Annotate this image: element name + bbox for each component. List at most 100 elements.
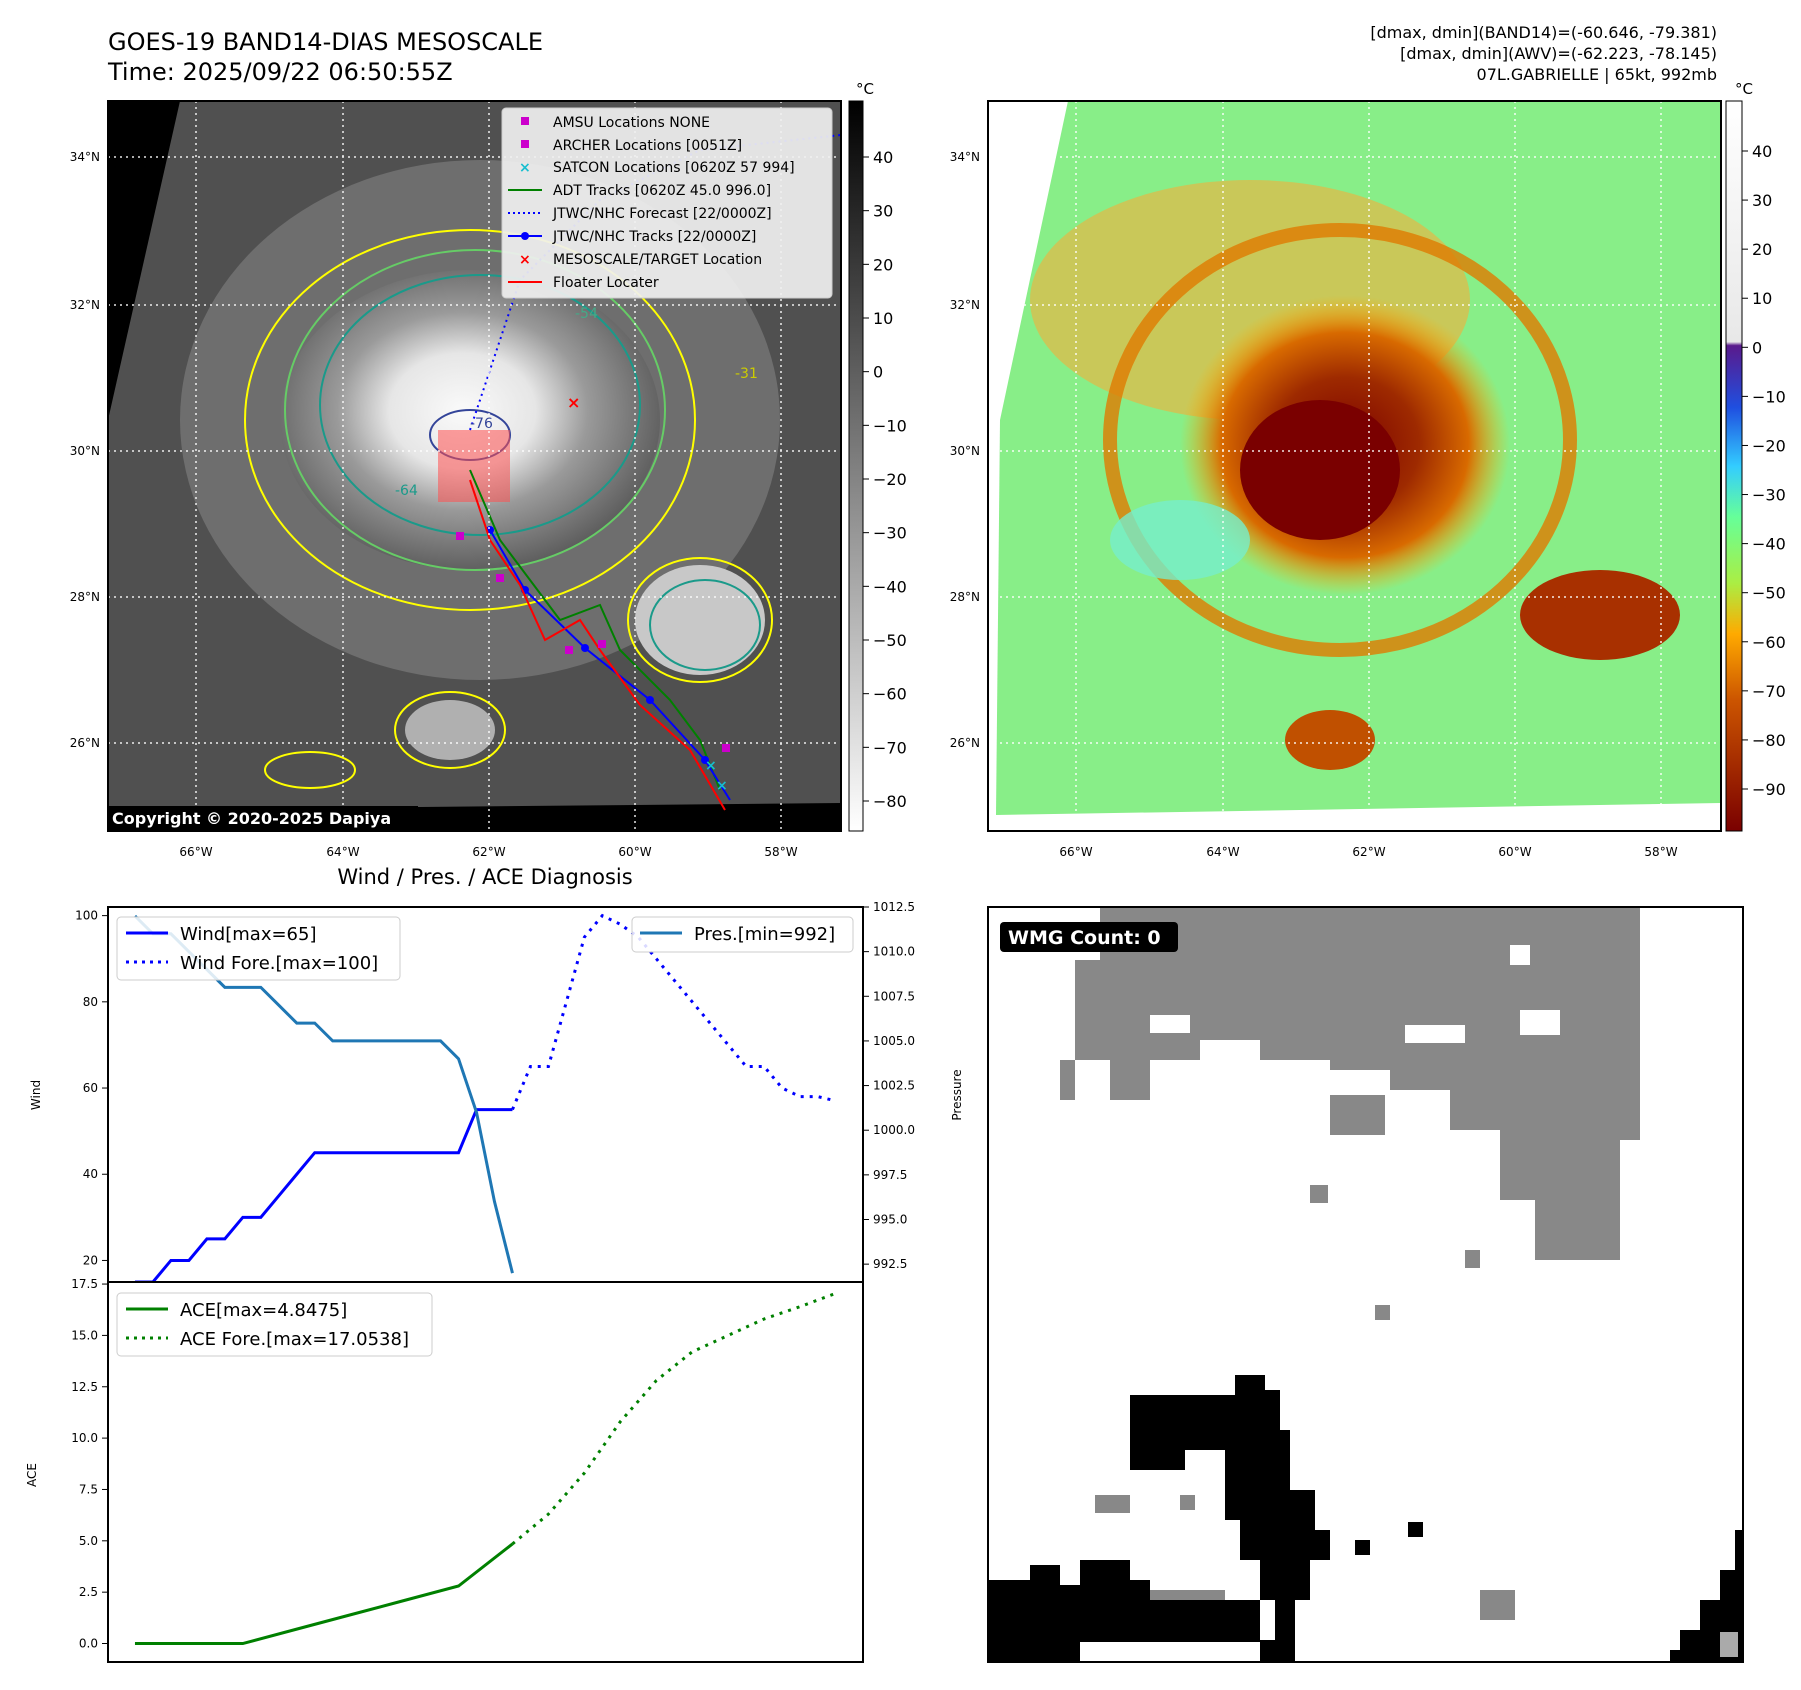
wind-tick-label: 40 (83, 1167, 98, 1181)
stats-line2: [dmax, dmin](AWV)=(-62.223, -78.145) (1400, 44, 1717, 63)
wmg-black-regions (988, 1375, 1743, 1662)
legend-nhc-dot (521, 232, 529, 240)
stats-line3: 07L.GABRIELLE | 65kt, 992mb (1477, 65, 1717, 84)
ace-tick-label: 15.0 (71, 1328, 98, 1342)
lat-label: 32°N (950, 298, 980, 312)
colorbar-tick-label: 0 (1752, 338, 1762, 357)
wind-tick-label: 100 (75, 909, 98, 923)
lat-label: 30°N (70, 444, 100, 458)
pressure-tick-label: 997.5 (873, 1168, 907, 1182)
lon-label: 64°W (326, 845, 359, 859)
wmg-gray-corner (1720, 1632, 1738, 1657)
colorbar-tick-label: −10 (1752, 387, 1786, 406)
contour-64 (319, 274, 641, 536)
awv-south-cell (1285, 710, 1375, 770)
ace-ylabel: ACE (25, 1463, 39, 1487)
lon-label: 62°W (472, 845, 505, 859)
awv-gridlines (988, 101, 1721, 831)
colorbar-tick-label: 20 (1752, 240, 1772, 259)
colorbar-tick-label: 30 (873, 202, 893, 221)
ace-plot-area (134, 1291, 837, 1646)
lat-label: 26°N (950, 736, 980, 750)
lat-label: 34°N (70, 150, 100, 164)
awv-colorbar-ticks: 40 30 20 10 0 −10 −20 −30 −40 −50 −60 −70 −80 −90 (1742, 142, 1786, 799)
colorbar-tick-label: −20 (873, 470, 907, 489)
ace-ticks: 17.5 15.0 12.5 10.0 7.5 5.0 2.5 0.0 (71, 1277, 108, 1651)
wind-ylabel: Wind (29, 1080, 43, 1110)
colorbar-tick-label: −60 (1752, 633, 1786, 652)
floater-track (469, 479, 726, 811)
ace-tick-label: 0.0 (79, 1637, 98, 1651)
colorbar-tick-label: 20 (873, 255, 893, 274)
awv-storm-center (1240, 400, 1400, 540)
contour-54 (284, 249, 666, 571)
pressure-right-ticks: 1012.5 1010.0 1007.5 1005.0 1002.5 1000.0 997.… (863, 900, 915, 1271)
ir-storm-core (280, 270, 660, 570)
ir-map-panel: × × × -31 -54 -64 -76 Copyright © (70, 100, 842, 859)
awv-colorbar-unit: °C (1735, 80, 1753, 98)
awv-lon-labels: 66°W 64°W 62°W 60°W 58°W (1059, 845, 1677, 859)
nhc-track-point (581, 644, 589, 652)
archer-marker (456, 532, 464, 540)
colorbar-tick-label: −50 (873, 631, 907, 650)
contour-54-east (649, 579, 761, 671)
wind-tick-label: 80 (83, 995, 98, 1009)
wind-panel: 100 80 60 40 20 1012.5 1010.0 1007.5 1005.0 1002… (29, 900, 964, 1284)
wind-legend: Wind[max=65] Wind Fore.[max=100] (116, 916, 401, 981)
contour-label: -54 (575, 306, 598, 322)
wmg-badge (1000, 922, 1178, 952)
figure-title-line2: Time: 2025/09/22 06:50:55Z (107, 58, 453, 86)
archer-marker (565, 646, 573, 654)
legend-satcon-label: SATCON Locations [0620Z 57 994] (553, 160, 795, 176)
colorbar-tick-label: −70 (873, 738, 907, 757)
wmg-badge-text: WMG Count: 0 (1008, 927, 1161, 949)
satcon-marker: × (705, 758, 717, 774)
stats-line1: [dmax, dmin](BAND14)=(-60.646, -79.381) (1370, 23, 1717, 42)
wind-tick-label: 60 (83, 1081, 98, 1095)
lon-label: 58°W (764, 845, 797, 859)
wind-series-line (134, 1108, 513, 1284)
ace-tick-label: 17.5 (71, 1277, 98, 1291)
colorbar-tick-label: −10 (873, 416, 907, 435)
pressure-tick-label: 1002.5 (873, 1079, 915, 1093)
colorbar-tick-label: 40 (1752, 142, 1772, 161)
colorbar-tick-label: −80 (1752, 731, 1786, 750)
awv-colorbar: °C 40 30 20 10 0 −10 −20 −30 −40 −50 −60 −70 −80 −90 (1725, 80, 1786, 832)
ir-secondary-cell (635, 565, 765, 675)
contour-31 (244, 229, 696, 611)
colorbar-tick-label: −30 (873, 524, 907, 543)
colorbar-tick-label: −40 (873, 577, 907, 596)
map-legend: AMSU Locations NONE ARCHER Locations [00… (501, 107, 833, 299)
legend-target-label: MESOSCALE/TARGET Location (553, 252, 762, 268)
colorbar-tick-label: −70 (1752, 682, 1786, 701)
lat-label: 30°N (950, 444, 980, 458)
contour-label: -76 (470, 416, 493, 432)
lon-label: 66°W (179, 845, 212, 859)
wind-left-ticks: 100 80 60 40 20 (75, 909, 108, 1267)
legend-pres-label: Pres.[min=992] (694, 924, 835, 945)
ir-south-cell (405, 700, 495, 760)
lon-label: 66°W (1059, 845, 1092, 859)
nhc-track-point (701, 756, 709, 764)
colorbar-tick-label: −60 (873, 685, 907, 704)
pressure-ylabel: Pressure (950, 1069, 964, 1120)
contour-31-sw (264, 751, 356, 789)
legend-wind-fore-label: Wind Fore.[max=100] (180, 953, 378, 974)
target-marker: × (567, 393, 580, 412)
copyright-badge (108, 806, 418, 831)
archer-marker (496, 574, 504, 582)
pressure-tick-label: 1007.5 (873, 989, 915, 1003)
lon-label: 60°W (1498, 845, 1531, 859)
legend-adt-label: ADT Tracks [0620Z 45.0 996.0] (553, 183, 771, 199)
archer-marker (722, 744, 730, 752)
pressure-tick-label: 1005.0 (873, 1034, 915, 1048)
wind-forecast-line (511, 913, 837, 1111)
legend-wind-label: Wind[max=65] (180, 924, 317, 945)
figure-title-line1: GOES-19 BAND14-DIAS MESOSCALE (108, 28, 543, 56)
awv-map-panel: 34°N 32°N 30°N 28°N 26°N 66°W 64°W 62°W … (950, 100, 1722, 859)
colorbar-tick-label: 0 (873, 363, 883, 382)
pressure-legend: Pres.[min=992] (631, 916, 854, 953)
ace-tick-label: 10.0 (71, 1431, 98, 1445)
colorbar-tick-label: 40 (873, 148, 893, 167)
legend-ace-fore-label: ACE Fore.[max=17.0538] (180, 1329, 409, 1350)
